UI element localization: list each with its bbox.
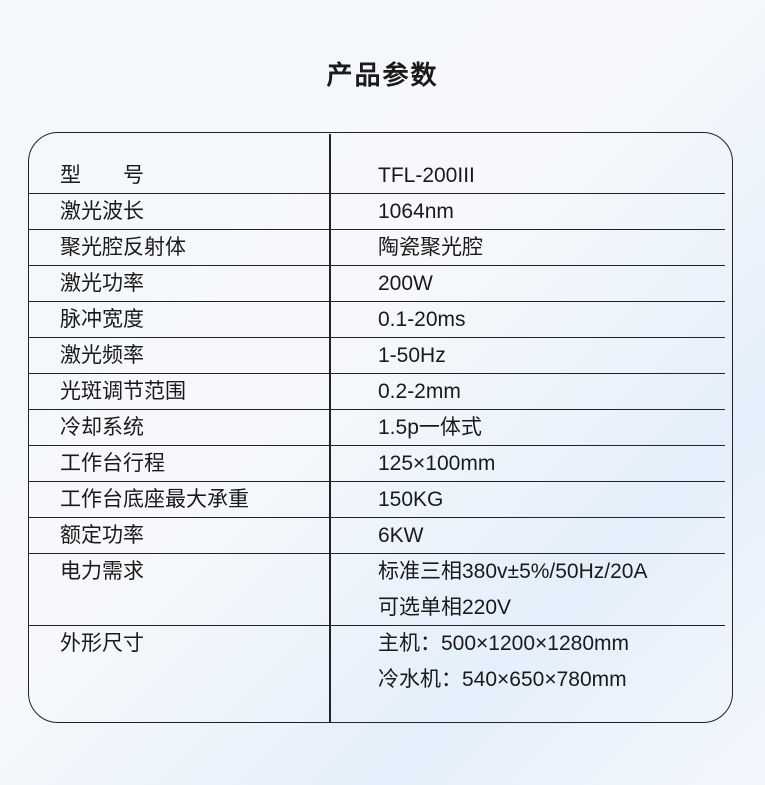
table-row: 外形尺寸 主机：500×1200×1280mm 冷水机：540×650×780mm: [29, 626, 725, 721]
row-label: 激光频率: [60, 344, 144, 367]
row-value: 可选单相220V: [378, 596, 512, 619]
row-label: 工作台底座最大承重: [60, 488, 249, 511]
row-label: 聚光腔反射体: [60, 236, 186, 259]
row-label: 额定功率: [60, 524, 144, 547]
row-value: 1-50Hz: [378, 344, 446, 367]
row-divider: [29, 408, 725, 410]
table-row: 光斑调节范围 0.2-2mm: [29, 374, 725, 410]
table-row: 聚光腔反射体 陶瓷聚光腔: [29, 230, 725, 266]
row-divider: [29, 552, 725, 554]
row-label: 激光功率: [60, 272, 144, 295]
table-row: 脉冲宽度 0.1-20ms: [29, 302, 725, 338]
row-divider: [29, 444, 725, 446]
row-label: 脉冲宽度: [60, 308, 144, 331]
row-divider: [29, 624, 725, 626]
row-label: 冷却系统: [60, 416, 144, 439]
row-divider: [29, 372, 725, 374]
row-value: 1.5p一体式: [378, 416, 482, 439]
row-divider: [29, 192, 725, 194]
row-divider: [29, 480, 725, 482]
table-row: 额定功率 6KW: [29, 518, 725, 554]
row-label: 外形尺寸: [60, 632, 144, 655]
row-divider: [29, 516, 725, 518]
table-row: 激光功率 200W: [29, 266, 725, 302]
table-row: 电力需求 标准三相380v±5%/50Hz/20A 可选单相220V: [29, 554, 725, 626]
row-label: 电力需求: [60, 560, 144, 583]
table-row: 型 号 TFL-200III: [29, 158, 725, 194]
table-row: 工作台行程 125×100mm: [29, 446, 725, 482]
row-value: 主机：500×1200×1280mm: [378, 632, 629, 655]
row-value: 冷水机：540×650×780mm: [378, 668, 627, 691]
row-divider: [29, 264, 725, 266]
table-row: 激光频率 1-50Hz: [29, 338, 725, 374]
row-divider: [29, 300, 725, 302]
row-value: 标准三相380v±5%/50Hz/20A: [378, 560, 648, 583]
spec-table: [28, 132, 733, 723]
row-value: 150KG: [378, 488, 444, 511]
row-value: TFL-200III: [378, 164, 475, 187]
row-label: 型 号: [60, 164, 144, 187]
page-title: 产品参数: [326, 60, 439, 90]
row-value: 0.2-2mm: [378, 380, 461, 403]
column-divider: [329, 134, 331, 722]
table-row: 激光波长 1064nm: [29, 194, 725, 230]
row-label: 工作台行程: [60, 452, 165, 475]
row-value: 0.1-20ms: [378, 308, 466, 331]
table-row: 冷却系统 1.5p一体式: [29, 410, 725, 446]
table-row: 工作台底座最大承重 150KG: [29, 482, 725, 518]
row-divider: [29, 228, 725, 230]
row-value: 125×100mm: [378, 452, 496, 475]
row-label: 光斑调节范围: [60, 380, 186, 403]
row-value: 陶瓷聚光腔: [378, 236, 483, 259]
row-value: 200W: [378, 272, 433, 295]
row-value: 1064nm: [378, 200, 454, 223]
row-label: 激光波长: [60, 200, 144, 223]
row-divider: [29, 336, 725, 338]
row-value: 6KW: [378, 524, 424, 547]
